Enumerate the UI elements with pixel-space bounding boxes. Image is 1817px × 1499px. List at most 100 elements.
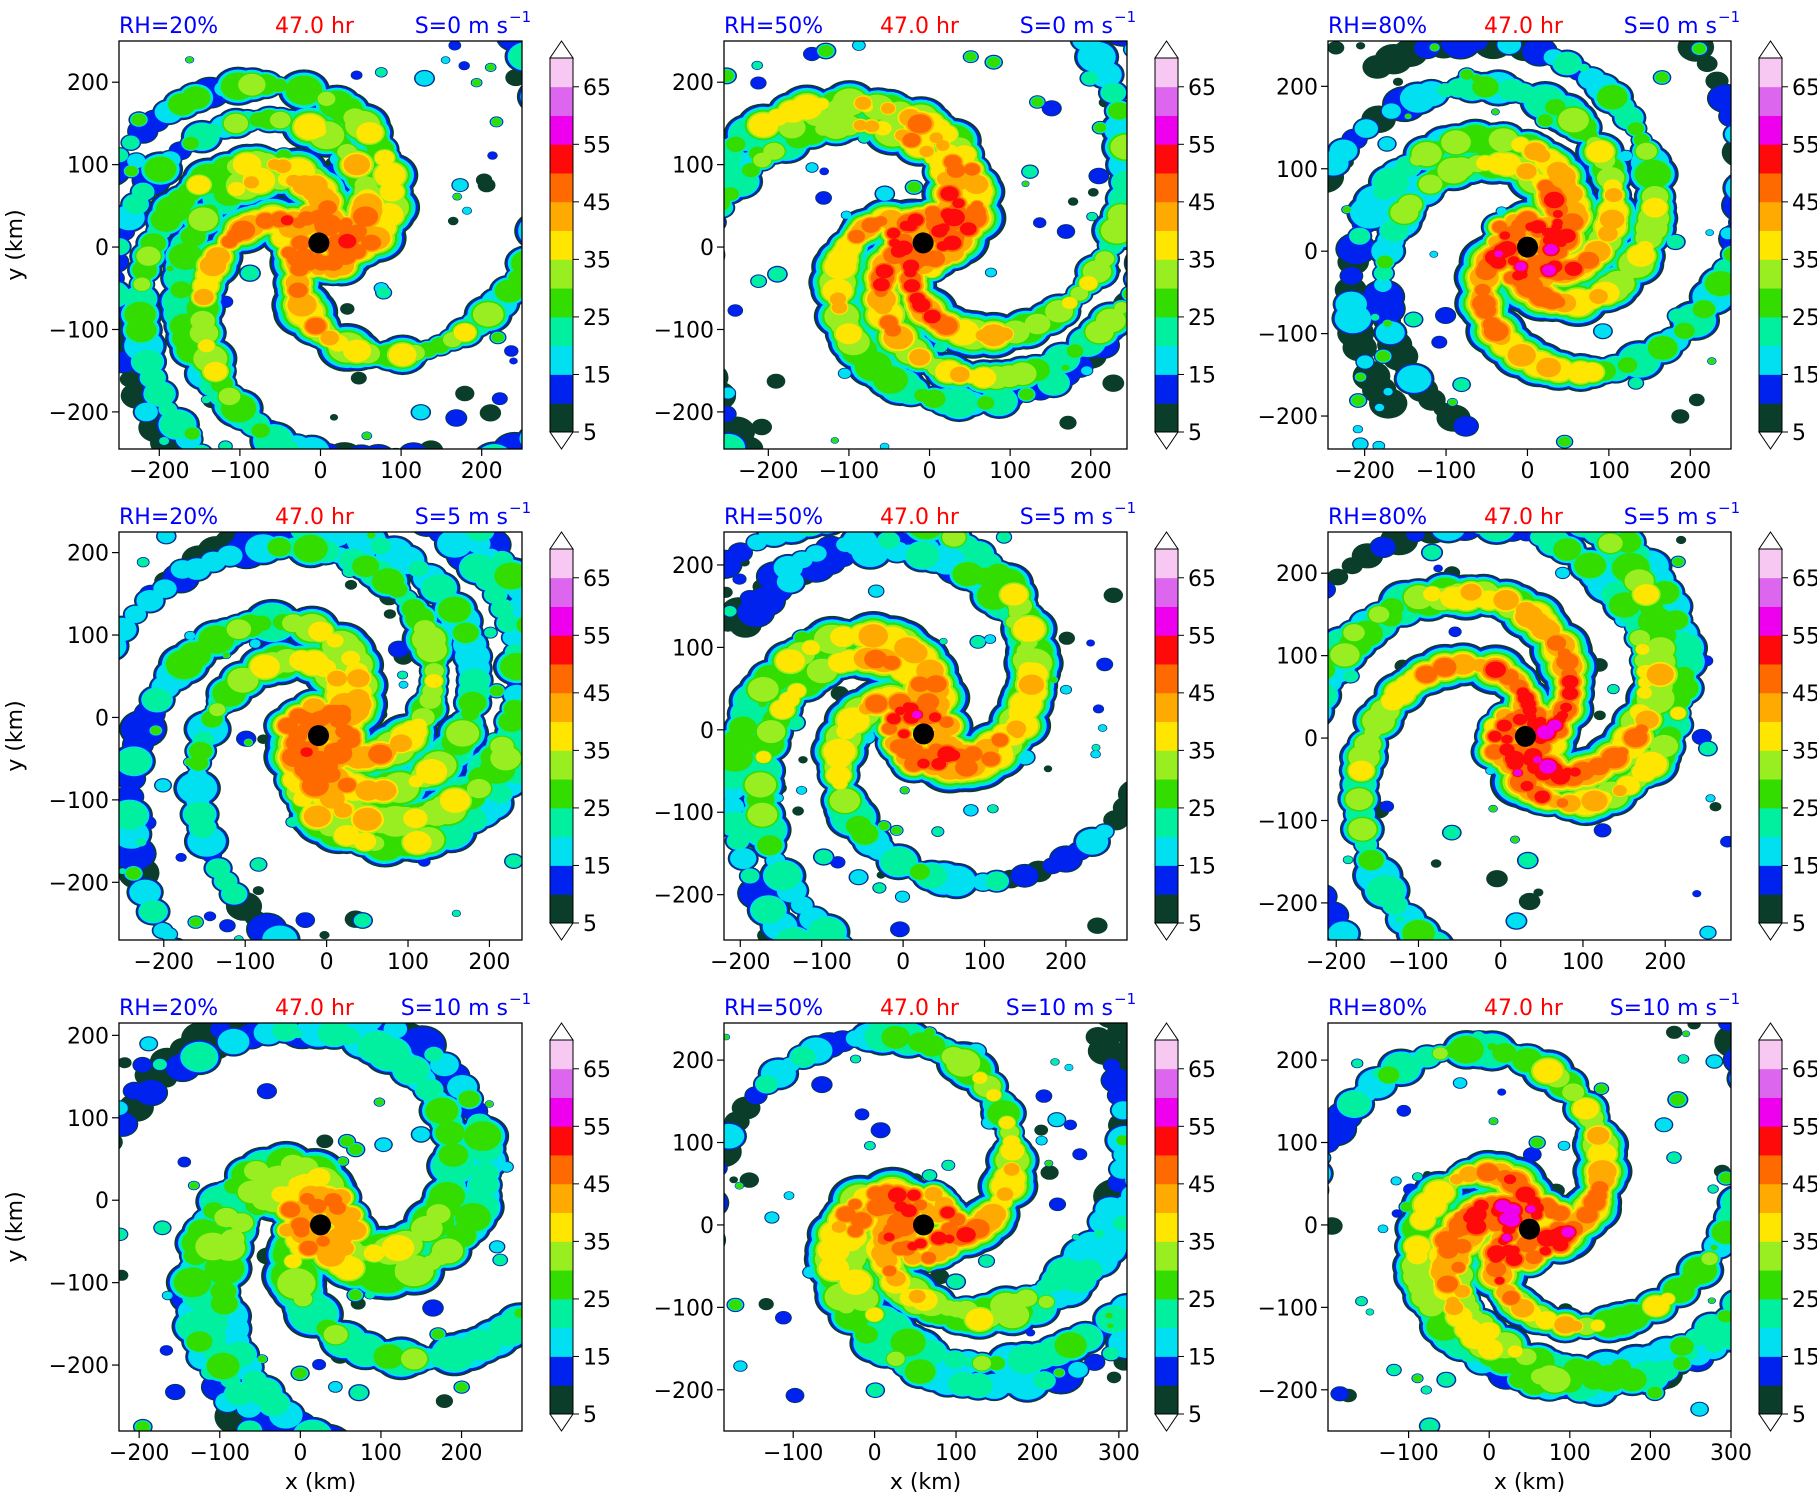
colorbar-tick-label: 45 — [583, 682, 611, 707]
time-label: 47.0 hr — [1484, 14, 1564, 39]
colorbar: 65 55 45 35 25 15 5 — [549, 1022, 611, 1432]
colorbar-extend-max — [549, 1022, 574, 1041]
colorbar-segment — [1155, 721, 1178, 751]
rh-label: RH=80% — [1328, 14, 1427, 39]
y-tick-label: −100 — [49, 1272, 109, 1297]
time-label: 47.0 hr — [1484, 996, 1564, 1021]
colorbar-segment — [550, 692, 573, 723]
x-tick-label: 100 — [380, 459, 422, 484]
colorbar-tick-label: 5 — [1188, 421, 1202, 446]
colorbar-tick-label: 65 — [1792, 76, 1817, 101]
colorbar-tick-label: 15 — [1792, 363, 1817, 388]
reflectivity-field — [724, 41, 1127, 449]
colorbar-tick-label: 65 — [1792, 567, 1817, 592]
axes-frame — [1327, 531, 1732, 941]
x-tick-label: −100 — [1416, 459, 1476, 484]
y-tick-label: 200 — [672, 71, 714, 96]
y-tick-label: −200 — [49, 401, 109, 426]
x-tick-label: −100 — [215, 950, 275, 975]
colorbar-extend-min — [1758, 922, 1783, 941]
colorbar-segment — [1759, 894, 1782, 924]
colorbar-segment — [550, 1097, 573, 1127]
colorbar-segment — [1155, 144, 1178, 174]
colorbar-segment — [550, 173, 573, 203]
x-tick-label: 100 — [989, 459, 1031, 484]
colorbar-tick-label: 35 — [583, 739, 611, 764]
panel-3: −200 −100 0 100 200 200 100 0 −100 −200 RH=80% 47.0… — [1258, 8, 1817, 484]
storm-center-marker — [310, 1214, 331, 1236]
colorbar-tick-label: 65 — [583, 76, 611, 101]
y-tick-label: 200 — [67, 1024, 109, 1049]
reflectivity-field — [119, 532, 522, 940]
colorbar-segment — [1759, 807, 1782, 838]
colorbar-segment — [550, 664, 573, 694]
x-tick-label: −100 — [1378, 1441, 1438, 1466]
y-tick-label: 200 — [672, 554, 714, 579]
shear-label: S=10 m s — [1006, 996, 1113, 1021]
colorbar-segment — [1759, 201, 1782, 232]
colorbar-tick-label: 35 — [1792, 739, 1817, 764]
colorbar-tick-label: 35 — [1792, 1230, 1817, 1255]
colorbar-tick-label: 5 — [1792, 912, 1806, 937]
colorbar-segment — [550, 1212, 573, 1242]
y-tick-label: −100 — [1258, 809, 1318, 834]
x-tick-label: 100 — [1549, 1441, 1591, 1466]
colorbar-tick-label: 55 — [1188, 1115, 1216, 1140]
y-axis-label: y (km) — [3, 700, 28, 771]
y-tick-label: 200 — [67, 71, 109, 96]
x-tick-label: 0 — [293, 1441, 307, 1466]
colorbar-extend-min — [1758, 1413, 1783, 1432]
colorbar-tick-label: 65 — [1188, 76, 1216, 101]
colorbar-tick-label: 25 — [1792, 1288, 1817, 1313]
x-tick-label: 100 — [1588, 459, 1630, 484]
reflectivity-field — [1328, 1023, 1731, 1431]
axes-frame — [1327, 40, 1732, 450]
reflectivity-field — [724, 532, 1127, 940]
colorbar-segment — [1759, 836, 1782, 866]
colorbar-segment — [550, 1298, 573, 1329]
colorbar-tick-label: 35 — [583, 248, 611, 273]
colorbar-segment — [1155, 1040, 1178, 1070]
colorbar-tick-label: 65 — [1188, 567, 1216, 592]
colorbar-segment — [1759, 664, 1782, 694]
rh-label: RH=80% — [1328, 505, 1427, 530]
colorbar-segment — [1759, 692, 1782, 723]
x-tick-label: 0 — [1520, 459, 1534, 484]
y-tick-label: −100 — [1258, 323, 1318, 348]
colorbar-segment — [1155, 173, 1178, 203]
colorbar-tick-label: 35 — [583, 1230, 611, 1255]
colorbar-segment — [550, 779, 573, 809]
colorbar-tick-label: 45 — [1792, 1173, 1817, 1198]
y-tick-label: −200 — [654, 401, 714, 426]
colorbar-segment — [1155, 230, 1178, 260]
colorbar-tick-label: 25 — [583, 797, 611, 822]
colorbar-tick-label: 45 — [1188, 191, 1216, 216]
time-label: 47.0 hr — [275, 996, 355, 1021]
x-tick-label: 200 — [441, 1441, 483, 1466]
time-label: 47.0 hr — [880, 996, 960, 1021]
colorbar-tick-label: 55 — [1792, 133, 1817, 158]
colorbar-tick-label: 15 — [583, 1345, 611, 1370]
colorbar-segment — [1759, 1356, 1782, 1386]
colorbar-extend-min — [1154, 922, 1179, 941]
x-tick-label: −100 — [763, 1441, 823, 1466]
colorbar-segment — [1759, 1298, 1782, 1329]
colorbar-segment — [1155, 58, 1178, 88]
y-tick-label: 200 — [672, 1049, 714, 1074]
storm-center-marker — [308, 725, 329, 747]
y-axis-label: y (km) — [3, 1191, 28, 1262]
shear-label: S=5 m s — [1624, 505, 1717, 530]
colorbar-segment — [1155, 1068, 1178, 1098]
colorbar-segment — [1155, 1126, 1178, 1156]
shear-exponent: −1 — [1114, 8, 1136, 26]
reflectivity-field — [119, 1023, 522, 1431]
colorbar-frame — [1758, 1039, 1783, 1415]
colorbar-segment — [550, 403, 573, 433]
colorbar-segment — [1759, 230, 1782, 260]
colorbar-extend-min — [1154, 431, 1179, 450]
axes-frame — [723, 40, 1128, 450]
y-tick-label: 0 — [700, 236, 714, 261]
colorbar-segment — [1759, 549, 1782, 579]
colorbar-extend-max — [1758, 40, 1783, 59]
colorbar-tick-label: 25 — [583, 1288, 611, 1313]
